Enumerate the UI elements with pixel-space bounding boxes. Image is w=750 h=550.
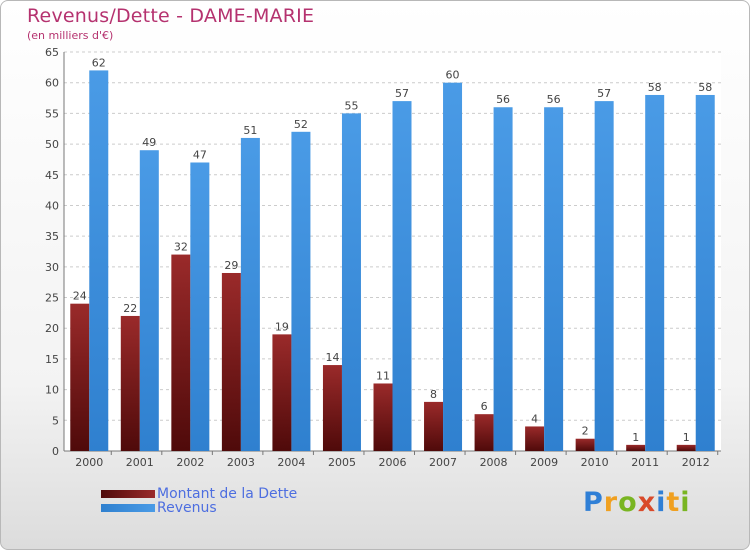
legend: Montant de la Dette Revenus: [101, 486, 298, 516]
y-tick-label: 15: [45, 353, 59, 366]
x-tick-label: 2003: [227, 456, 255, 469]
x-tick-label: 2007: [429, 456, 457, 469]
y-tick-label: 65: [45, 46, 59, 59]
logo-letter: r: [603, 487, 619, 518]
data-label: 62: [92, 56, 106, 69]
bar-revenus: [594, 101, 614, 451]
bar-dette: [575, 438, 595, 451]
bar-revenus: [341, 113, 361, 451]
x-tick-label: 2000: [75, 456, 103, 469]
x-tick-label: 2001: [126, 456, 154, 469]
x-tick-label: 2012: [682, 456, 710, 469]
y-tick-label: 10: [45, 384, 59, 397]
logo-letter: i: [656, 487, 667, 518]
bar-dette: [474, 414, 494, 451]
x-tick-label: 2011: [631, 456, 659, 469]
y-tick-label: 45: [45, 169, 59, 182]
data-label: 49: [142, 136, 156, 149]
bar-dette: [171, 254, 191, 451]
bar-revenus: [139, 150, 159, 451]
data-label: 2: [582, 425, 589, 438]
data-label: 11: [376, 369, 390, 382]
bar-revenus: [544, 107, 564, 451]
data-label: 55: [344, 99, 358, 112]
y-tick-label: 35: [45, 230, 59, 243]
chart-subtitle: (en milliers d'€): [27, 29, 114, 42]
bar-dette: [120, 315, 140, 451]
x-tick-label: 2005: [328, 456, 356, 469]
x-tick-label: 2010: [581, 456, 609, 469]
chart-title: Revenus/Dette - DAME-MARIE: [27, 5, 315, 27]
data-label: 32: [174, 241, 188, 254]
bar-dette: [525, 426, 545, 451]
data-label: 19: [275, 320, 289, 333]
y-tick-label: 0: [52, 445, 59, 458]
bar-dette: [626, 444, 646, 451]
data-label: 1: [632, 431, 639, 444]
bar-dette: [424, 401, 444, 451]
bar-dette: [221, 272, 241, 451]
bar-revenus: [493, 107, 513, 451]
y-tick-label: 50: [45, 138, 59, 151]
data-label: 56: [547, 93, 561, 106]
bar-revenus: [695, 94, 715, 451]
x-tick-label: 2006: [379, 456, 407, 469]
data-label: 22: [123, 302, 137, 315]
data-label: 58: [648, 81, 662, 94]
bar-revenus: [89, 70, 109, 452]
bar-revenus: [240, 137, 260, 451]
data-label: 8: [430, 388, 437, 401]
legend-item-dette: Montant de la Dette: [101, 486, 298, 502]
y-tick-label: 30: [45, 261, 59, 274]
x-tick-label: 2008: [480, 456, 508, 469]
data-label: 24: [73, 290, 87, 303]
logo-letter: o: [618, 487, 638, 518]
bar-dette: [322, 365, 342, 451]
bar-dette: [70, 303, 90, 451]
y-tick-label: 5: [52, 414, 59, 427]
y-tick-label: 20: [45, 322, 59, 335]
bar-dette: [272, 334, 292, 451]
logo-letter: t: [666, 487, 681, 518]
data-label: 60: [446, 69, 460, 82]
bar-dette: [676, 444, 696, 451]
bar-revenus: [645, 94, 665, 451]
data-label: 47: [193, 148, 207, 161]
bar-revenus: [443, 82, 463, 451]
x-tick-label: 2009: [530, 456, 558, 469]
y-tick-label: 55: [45, 107, 59, 120]
logo-letter: P: [583, 487, 604, 518]
x-tick-label: 2002: [176, 456, 204, 469]
legend-item-revenus: Revenus: [101, 500, 297, 516]
data-label: 57: [597, 87, 611, 100]
logo-letter: i: [680, 487, 691, 518]
bar-dette: [373, 383, 393, 451]
data-label: 51: [243, 124, 257, 137]
y-tick-label: 40: [45, 199, 59, 212]
x-tick-label: 2004: [277, 456, 305, 469]
data-label: 1: [683, 431, 690, 444]
legend-label-dette: Montant de la Dette: [157, 486, 298, 502]
proxiti-logo: Proxiti: [583, 487, 691, 518]
y-tick-label: 25: [45, 292, 59, 305]
logo-letter: x: [637, 487, 657, 518]
data-label: 52: [294, 118, 308, 131]
legend-label-revenus: Revenus: [157, 500, 217, 516]
bar-revenus: [190, 162, 210, 451]
data-label: 29: [224, 259, 238, 272]
data-label: 56: [496, 93, 510, 106]
y-tick-label: 60: [45, 77, 59, 90]
bar-revenus: [392, 101, 412, 451]
bar-revenus: [291, 131, 311, 452]
data-label: 4: [531, 412, 538, 425]
legend-swatch-dette: [101, 490, 155, 498]
legend-swatch-revenus: [101, 504, 155, 512]
data-label: 14: [325, 351, 339, 364]
data-label: 58: [698, 81, 712, 94]
data-label: 6: [481, 400, 488, 413]
data-label: 57: [395, 87, 409, 100]
